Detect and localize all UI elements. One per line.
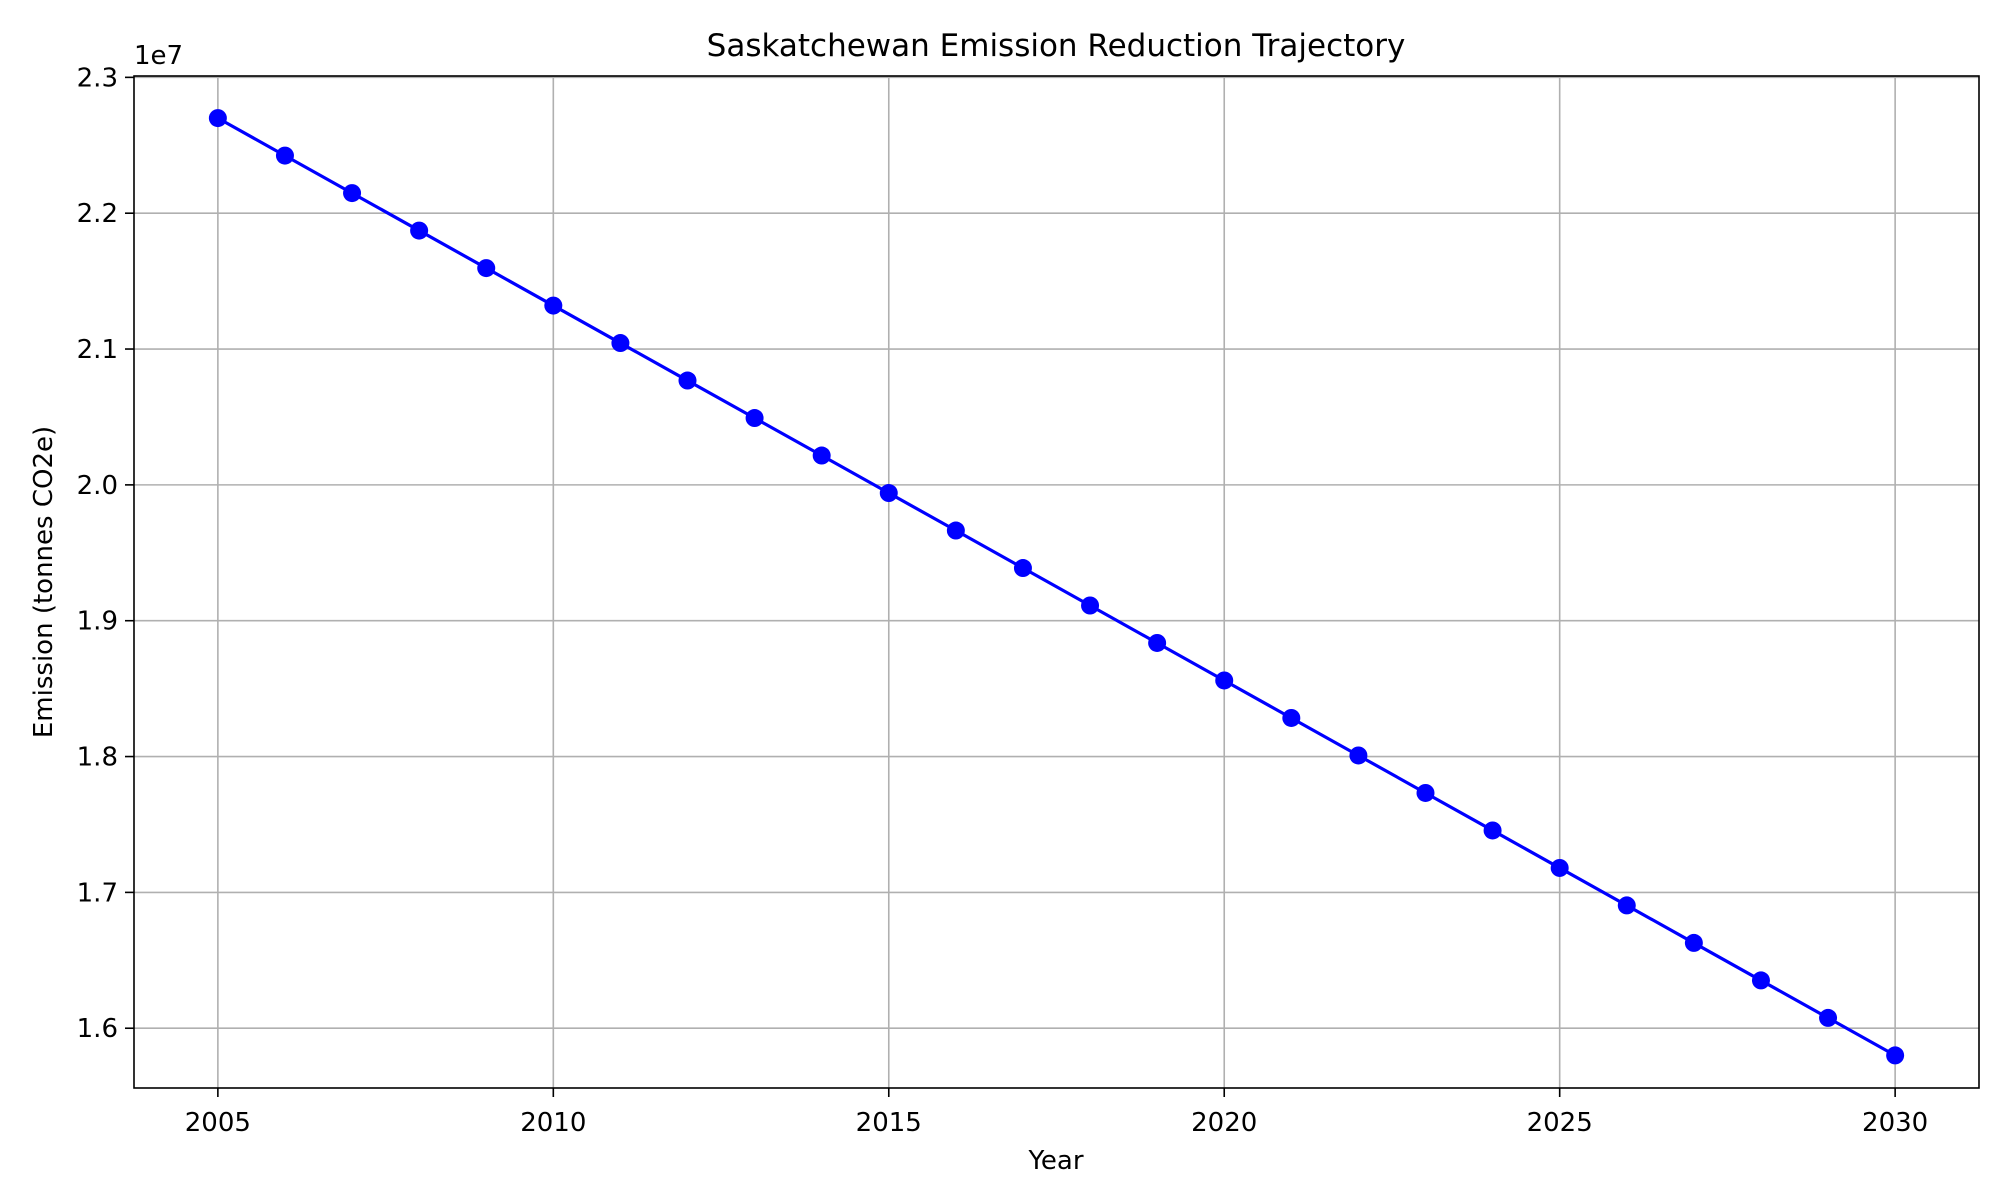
y-offset-label: 1e7 <box>134 41 183 71</box>
y-tick-label: 2.1 <box>77 335 118 365</box>
x-tick-label: 2020 <box>1191 1108 1257 1138</box>
data-point <box>1416 783 1435 802</box>
data-point <box>1550 858 1569 877</box>
data-point <box>1282 708 1301 727</box>
data-point <box>745 409 764 428</box>
x-tick-label: 2025 <box>1527 1108 1593 1138</box>
data-point <box>343 184 362 203</box>
y-tick-label: 2.0 <box>77 471 118 501</box>
data-point <box>208 109 227 128</box>
x-tick-label: 2010 <box>520 1108 586 1138</box>
data-point <box>1148 633 1167 652</box>
data-point <box>410 221 429 240</box>
x-tick-label: 2030 <box>1862 1108 1928 1138</box>
data-point <box>1751 971 1770 990</box>
y-tick-label: 1.8 <box>77 743 118 773</box>
y-axis-label: Emission (tonnes CO2e) <box>29 426 59 738</box>
data-point <box>946 521 965 540</box>
y-tick-label: 1.6 <box>77 1014 118 1044</box>
data-point <box>611 334 630 353</box>
data-point <box>1349 746 1368 765</box>
x-tick-label: 2005 <box>185 1108 251 1138</box>
data-point <box>1684 933 1703 952</box>
data-point <box>1013 559 1032 578</box>
y-tick-label: 1.7 <box>77 878 118 908</box>
data-point <box>1483 821 1502 840</box>
x-tick-label: 2015 <box>856 1108 922 1138</box>
data-point <box>275 146 294 165</box>
x-axis-label: Year <box>1027 1146 1083 1176</box>
data-point <box>1215 671 1234 690</box>
data-point <box>812 446 831 465</box>
data-point <box>1081 596 1100 615</box>
plot-frame <box>133 75 1980 1089</box>
chart-title: Saskatchewan Emission Reduction Trajecto… <box>707 28 1406 64</box>
data-point <box>544 296 563 315</box>
data-point <box>1819 1008 1838 1027</box>
data-point <box>1617 896 1636 915</box>
series-layer <box>208 109 1905 1065</box>
data-point <box>477 259 496 278</box>
y-tick-label: 2.2 <box>77 199 118 229</box>
data-point <box>1886 1046 1905 1065</box>
data-point <box>879 484 898 503</box>
data-point <box>678 371 697 390</box>
y-tick-label: 1.9 <box>77 607 118 637</box>
ticks: 2005 2010 2015 2020 2025 2030 1.6 1.7 1.8 1.9 2.0 2… <box>77 63 1929 1138</box>
y-tick-label: 2.3 <box>77 63 118 93</box>
grid <box>134 76 1979 1088</box>
series-line <box>217 116 1896 1057</box>
